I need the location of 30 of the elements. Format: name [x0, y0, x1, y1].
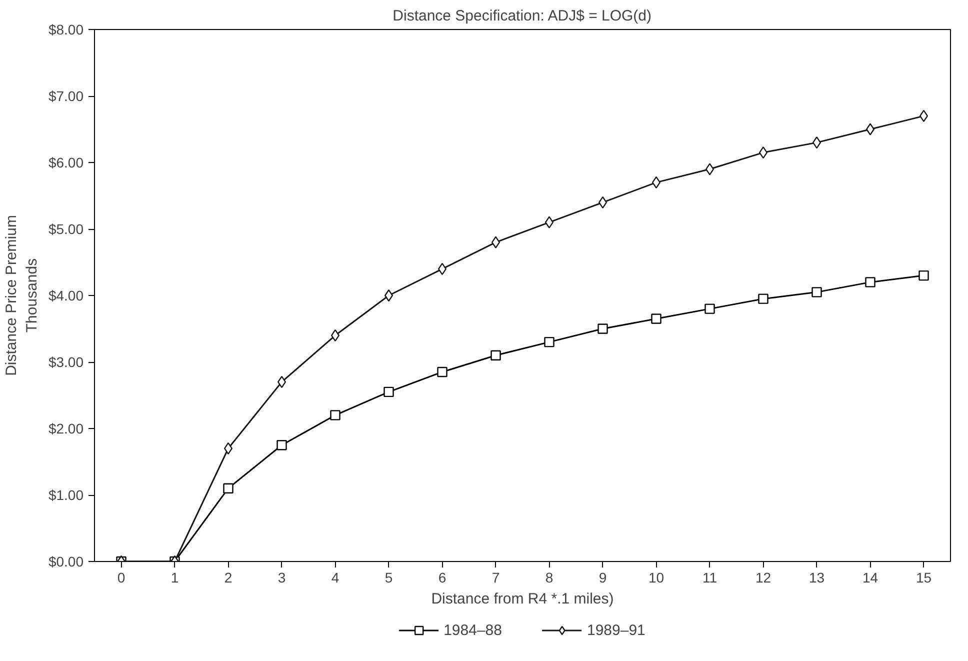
y-tick-label: $5.00: [48, 221, 84, 237]
x-tick-label: 3: [278, 570, 286, 586]
x-tick-label: 13: [808, 570, 825, 586]
x-tick-label: 14: [862, 570, 878, 586]
y-tick-label: $6.00: [48, 154, 84, 170]
chart-title: Distance Specification: ADJ$ = LOG(d): [392, 8, 652, 24]
x-tick-label: 9: [598, 570, 607, 586]
legend-label: 1989–91: [587, 622, 646, 638]
y-tick-label: $1.00: [48, 487, 84, 503]
x-tick-label: 12: [755, 570, 772, 586]
y-tick-label: $4.00: [48, 288, 84, 304]
y-tick-label: $7.00: [48, 88, 84, 104]
x-axis-title: Distance from R4 *.1 miles): [431, 590, 614, 608]
x-tick-label: 6: [438, 570, 446, 586]
y-axis-title: Distance Price Premium Thousands: [3, 215, 40, 376]
x-tick-label: 5: [384, 570, 393, 586]
x-tick-label: 8: [545, 570, 554, 586]
x-tick-label: 15: [916, 570, 932, 586]
x-tick-label: 2: [224, 570, 232, 586]
x-tick-label: 11: [702, 570, 718, 586]
y-tick-label: $0.00: [48, 554, 84, 570]
y-tick-label: $2.00: [48, 420, 84, 436]
x-tick-label: 7: [492, 570, 500, 586]
y-tick-label: $8.00: [48, 22, 84, 38]
y-tick-label: $3.00: [48, 354, 84, 370]
legend-label: 1984–88: [444, 622, 502, 638]
x-tick-label: 10: [648, 570, 664, 586]
x-tick-label: 1: [170, 570, 179, 586]
x-tick-label: 0: [117, 570, 126, 586]
x-tick-label: 4: [331, 570, 340, 586]
